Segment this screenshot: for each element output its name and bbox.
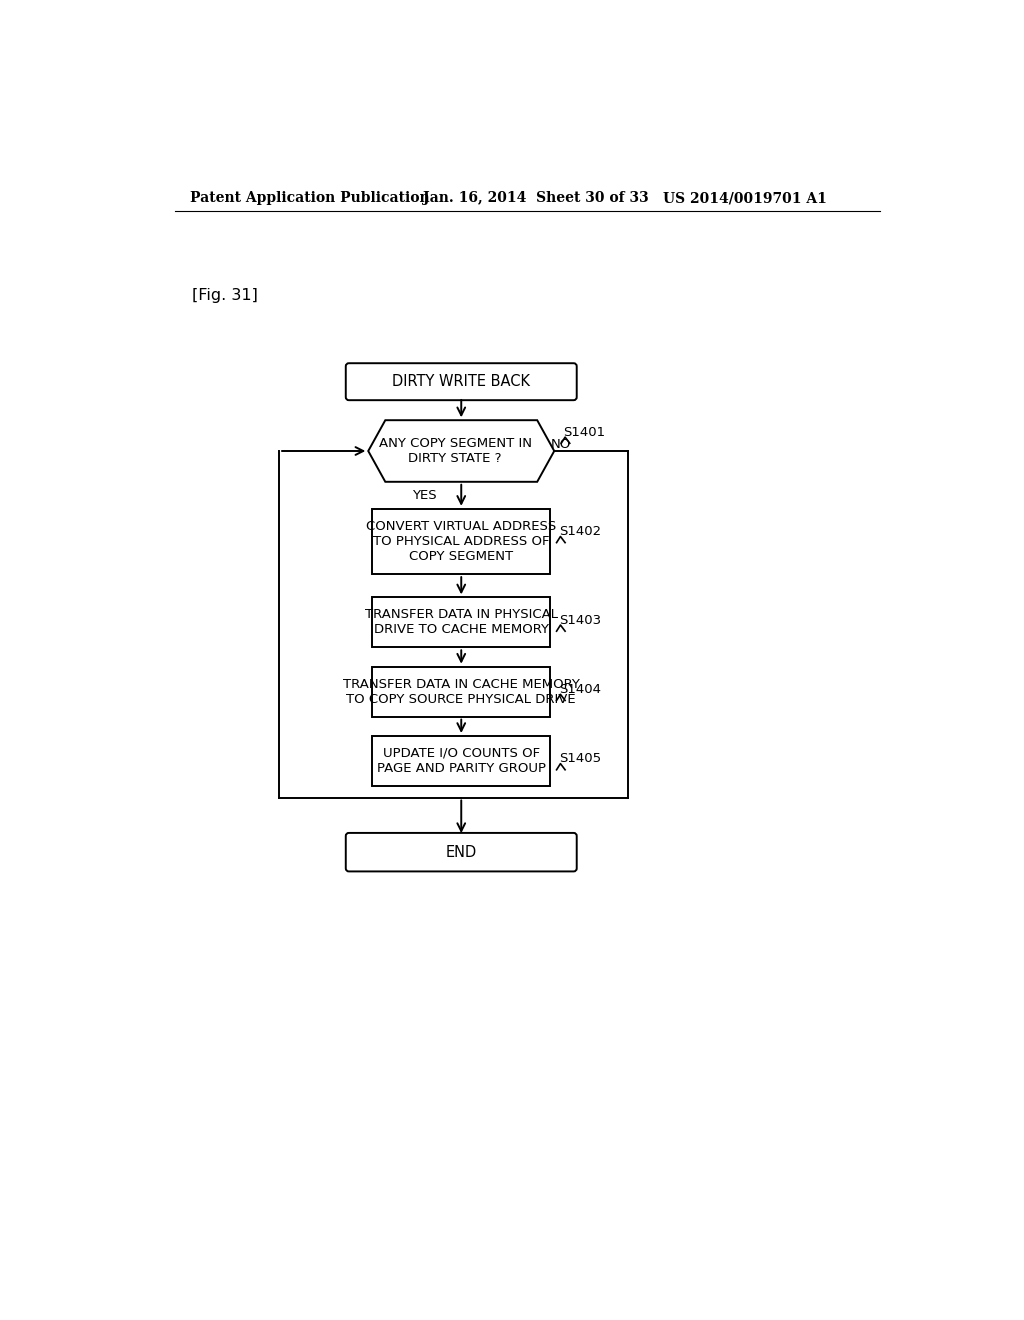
Text: END: END	[445, 845, 477, 859]
Text: TRANSFER DATA IN CACHE MEMORY
TO COPY SOURCE PHYSICAL DRIVE: TRANSFER DATA IN CACHE MEMORY TO COPY SO…	[343, 677, 580, 706]
FancyBboxPatch shape	[346, 833, 577, 871]
Bar	[372, 598, 550, 647]
Text: S1404: S1404	[559, 684, 601, 696]
Text: S1403: S1403	[559, 614, 601, 627]
Text: DIRTY WRITE BACK: DIRTY WRITE BACK	[392, 374, 530, 389]
Text: ANY COPY SEGMENT IN
DIRTY STATE ?: ANY COPY SEGMENT IN DIRTY STATE ?	[379, 437, 531, 465]
Text: TRANSFER DATA IN PHYSICAL
DRIVE TO CACHE MEMORY: TRANSFER DATA IN PHYSICAL DRIVE TO CACHE…	[365, 609, 558, 636]
Bar	[372, 667, 550, 717]
Text: NO: NO	[551, 438, 571, 451]
Text: Jan. 16, 2014  Sheet 30 of 33: Jan. 16, 2014 Sheet 30 of 33	[423, 191, 648, 206]
Bar	[372, 737, 550, 785]
Text: S1402: S1402	[559, 525, 601, 539]
Polygon shape	[369, 420, 554, 482]
Bar	[372, 508, 550, 574]
Text: S1401: S1401	[563, 426, 605, 440]
FancyBboxPatch shape	[346, 363, 577, 400]
Text: [Fig. 31]: [Fig. 31]	[191, 288, 257, 304]
Text: S1405: S1405	[559, 752, 601, 766]
Text: UPDATE I/O COUNTS OF
PAGE AND PARITY GROUP: UPDATE I/O COUNTS OF PAGE AND PARITY GRO…	[377, 747, 546, 775]
Text: YES: YES	[412, 490, 436, 502]
Text: US 2014/0019701 A1: US 2014/0019701 A1	[663, 191, 826, 206]
Text: CONVERT VIRTUAL ADDRESS
TO PHYSICAL ADDRESS OF
COPY SEGMENT: CONVERT VIRTUAL ADDRESS TO PHYSICAL ADDR…	[367, 520, 556, 562]
Text: Patent Application Publication: Patent Application Publication	[190, 191, 430, 206]
